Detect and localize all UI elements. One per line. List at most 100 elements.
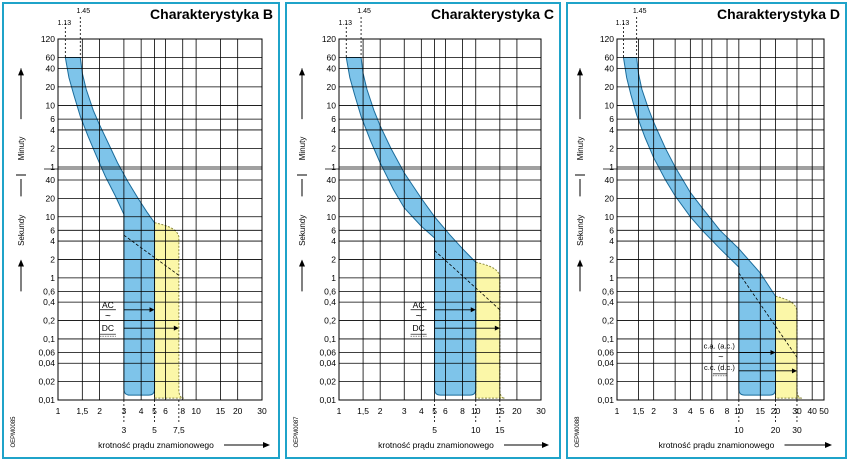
x-tick-label: 6 — [443, 406, 448, 416]
y-tick-label-seconds: 2 — [331, 254, 336, 264]
y-tick-label-seconds: 0,06 — [38, 347, 55, 357]
ac-label: AC — [413, 300, 425, 310]
y-tick-label-minutes: 60 — [605, 53, 615, 63]
ac-range-arrow-head — [149, 307, 155, 313]
side-code: OEPM0088 — [575, 416, 581, 448]
ac-label: AC — [102, 300, 114, 310]
x-tick-label: 6 — [163, 406, 168, 416]
bottom-marker-label: 5 — [152, 425, 157, 435]
x-tick-label: 8 — [180, 406, 185, 416]
y-tick-label-minutes: 4 — [609, 125, 614, 135]
bottom-marker-label: 30 — [792, 425, 802, 435]
y-tick-label-seconds: 0,06 — [597, 347, 614, 357]
y-tick-label-seconds: 10 — [46, 212, 56, 222]
y-tick-label-seconds: 6 — [50, 225, 55, 235]
x-tick-label: 1 — [56, 406, 61, 416]
x-tick-label: 1,5 — [357, 406, 369, 416]
x-axis-label: krotność prądu znamionowego — [98, 440, 214, 450]
y-tick-label-seconds: 20 — [327, 193, 337, 203]
top-marker-label: 1.45 — [633, 8, 647, 15]
y-tick-label-seconds: 6 — [609, 225, 614, 235]
y-tick-label-seconds: 0,2 — [43, 316, 55, 326]
top-marker-label: 1.13 — [58, 20, 72, 27]
x-tick-label: 15 — [495, 406, 505, 416]
y-tick-label-minutes: 120 — [41, 34, 55, 44]
y-tick-label-minutes: 1 — [331, 162, 336, 172]
x-tick-label: 15 — [216, 406, 226, 416]
x-axis-arrow-head — [542, 442, 549, 448]
bottom-marker-label: 5 — [432, 425, 437, 435]
x-tick-label: 3 — [402, 406, 407, 416]
x-tick-label: 40 — [807, 406, 817, 416]
blue-ac-band — [64, 57, 156, 396]
chart-panel-3: Charakterystyka D 0,01 0,02 0,040,06 0,1 0,2 0… — [566, 2, 847, 459]
seconds-arrow-head — [18, 259, 24, 267]
y-tick-label-seconds: 40 — [327, 175, 337, 185]
minutes-arrow-head — [18, 68, 24, 76]
top-marker-label: 1.13 — [616, 20, 630, 27]
top-marker-label: 1.45 — [357, 8, 371, 15]
y-tick-label-seconds: 0,6 — [602, 286, 614, 296]
x-tick-label: 30 — [792, 406, 802, 416]
ac-label: c.a. (a.c.) — [704, 341, 736, 350]
y-tick-label-seconds: 0,04 — [597, 358, 614, 368]
x-tick-label: 10 — [734, 406, 744, 416]
top-marker-label: 1.45 — [76, 8, 90, 15]
x-tick-label: 3 — [673, 406, 678, 416]
y-tick-label-minutes: 40 — [605, 63, 615, 73]
y-tick-label-seconds: 20 — [605, 193, 615, 203]
bottom-marker-label: 20 — [771, 425, 781, 435]
dc-range-arrow-head — [791, 368, 797, 374]
ac-tilde-symbol: ~ — [718, 351, 723, 361]
ac-tilde-symbol: ~ — [416, 311, 422, 322]
y-tick-label-seconds: 0,4 — [324, 297, 336, 307]
x-tick-label: 1 — [615, 406, 620, 416]
y-tick-label-seconds: 1 — [331, 273, 336, 283]
grid — [603, 38, 825, 401]
chart-title: Charakterystyka B — [150, 6, 273, 22]
y-tick-label-seconds: 0,06 — [319, 347, 336, 357]
y-axis-label-seconds: Sekundy — [298, 215, 307, 246]
x-axis-label: krotność prądu znamionowego — [659, 440, 775, 450]
x-tick-label: 6 — [709, 406, 714, 416]
seconds-arrow-head — [577, 259, 583, 267]
dc-label: c.c. (d.c.) — [704, 363, 735, 372]
y-axis-label-minutes: Minuty — [298, 137, 307, 161]
y-tick-label-minutes: 120 — [322, 34, 336, 44]
y-tick-label-seconds: 4 — [609, 236, 614, 246]
y-tick-label-seconds: 4 — [331, 236, 336, 246]
x-tick-label: 30 — [536, 406, 546, 416]
y-tick-label-seconds: 4 — [50, 236, 55, 246]
y-tick-label-minutes: 10 — [327, 100, 337, 110]
y-tick-label-seconds: 10 — [327, 212, 337, 222]
y-tick-label-seconds: 0,04 — [319, 358, 336, 368]
y-tick-label-seconds: 0,04 — [38, 358, 55, 368]
chart-title: Charakterystyka C — [431, 6, 554, 22]
y-tick-label-seconds: 0,1 — [324, 334, 336, 344]
x-tick-label: 4 — [688, 406, 693, 416]
bottom-marker-label: 3 — [122, 425, 127, 435]
x-axis-label: krotność prądu znamionowego — [378, 440, 494, 450]
y-tick-label-minutes: 60 — [327, 53, 337, 63]
y-tick-label-seconds: 0,6 — [324, 286, 336, 296]
grid — [44, 38, 263, 401]
y-tick-label-seconds: 40 — [605, 175, 615, 185]
x-axis-arrow-head — [825, 442, 832, 448]
y-tick-label-seconds: 1 — [609, 273, 614, 283]
y-tick-label-seconds: 0,6 — [43, 286, 55, 296]
x-tick-label: 20 — [771, 406, 781, 416]
y-tick-label-seconds: 0,2 — [324, 316, 336, 326]
x-tick-label: 5 — [152, 406, 157, 416]
chart-panel-1: Charakterystyka B 0,01 0,02 0,040,06 0,1 0,2 0… — [2, 2, 280, 459]
y-tick-label-seconds: 0,02 — [319, 377, 336, 387]
y-tick-label-minutes: 40 — [46, 63, 56, 73]
y-axis-label-minutes: Minuty — [576, 137, 585, 161]
y-tick-label-minutes: 1 — [609, 162, 614, 172]
y-tick-label-seconds: 2 — [609, 254, 614, 264]
x-tick-label: 20 — [233, 406, 243, 416]
ac-tilde-symbol: ~ — [105, 311, 111, 322]
yellow-dc-band — [475, 261, 505, 399]
y-tick-label-minutes: 1 — [50, 162, 55, 172]
